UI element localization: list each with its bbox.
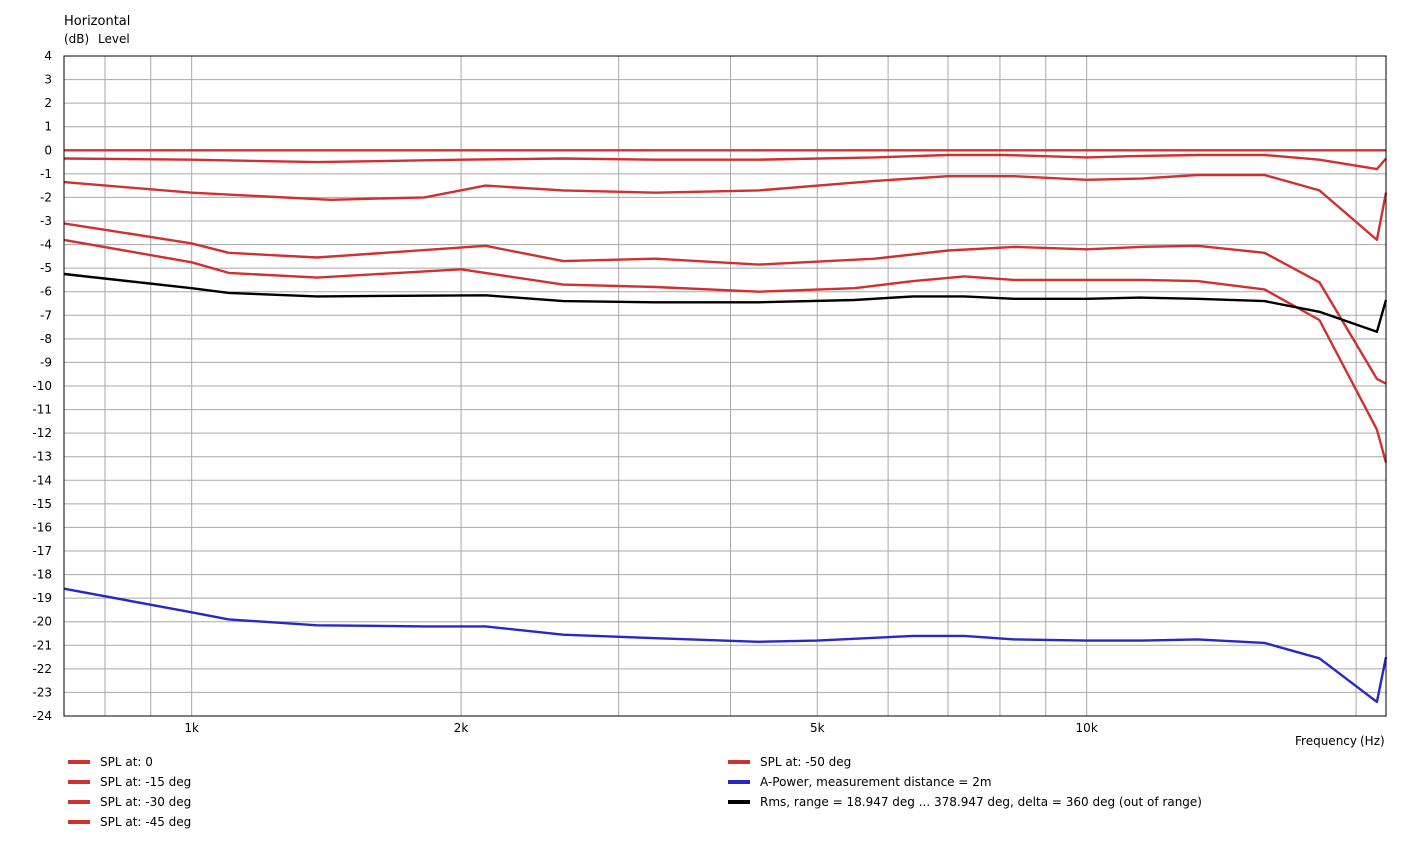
x-axis-unit: (Hz) (1360, 734, 1385, 748)
y-tick-label: -19 (32, 591, 52, 605)
x-tick-labels: 1k 2k 5k 10k (184, 721, 1097, 735)
legend-label: SPL at: -50 deg (760, 755, 851, 769)
series-line-1 (63, 153, 1387, 171)
series-line-2 (63, 173, 1388, 242)
y-tick-label: -1 (40, 167, 52, 181)
y-tick-label: 1 (44, 120, 52, 134)
y-tick-labels: 4 3 2 1 0 -1 -2 -3 -4 -5 -6 -7 -8 -9 -10 -11 -12 -13 -14 -1… (32, 49, 52, 723)
x-tick-label: 5k (810, 721, 825, 735)
y-tick-label: -5 (40, 261, 52, 275)
y-tick-label: -12 (32, 426, 52, 440)
y-tick-label: -4 (40, 238, 52, 252)
y-tick-label: -18 (32, 568, 52, 582)
y-axis-label: Level (98, 32, 130, 46)
y-tick-label: -22 (32, 662, 52, 676)
y-tick-label: 2 (44, 96, 52, 110)
legend-label: SPL at: -45 deg (100, 815, 191, 829)
x-tick-label: 2k (454, 721, 469, 735)
series-line-5 (63, 587, 1388, 704)
y-tick-label: -13 (32, 450, 52, 464)
y-tick-label: -23 (32, 685, 52, 699)
y-tick-label: 0 (44, 143, 52, 157)
legend-label: Rms, range = 18.947 deg ... 378.947 deg,… (760, 795, 1202, 809)
plot-frame (63, 55, 1387, 717)
legend-label: SPL at: 0 (100, 755, 153, 769)
y-tick-label: 4 (44, 49, 52, 63)
y-tick-label: -16 (32, 520, 52, 534)
y-tick-label: -10 (32, 379, 52, 393)
y-axis-unit: (dB) (64, 32, 89, 46)
y-tick-label: -2 (40, 190, 52, 204)
x-tick-label: 10k (1076, 721, 1098, 735)
legend-label: A-Power, measurement distance = 2m (760, 775, 992, 789)
y-tick-label: -9 (40, 355, 52, 369)
legend: SPL at: 0 SPL at: -15 deg SPL at: -30 deg S… (68, 755, 1202, 829)
legend-label: SPL at: -30 deg (100, 795, 191, 809)
y-tick-label: -11 (32, 403, 52, 417)
series-line-6 (63, 272, 1388, 333)
y-tick-label: -14 (32, 473, 52, 487)
y-tick-label: -8 (40, 332, 52, 346)
chart-title: Horizontal (64, 14, 130, 29)
y-tick-label: -6 (40, 285, 52, 299)
y-tick-label: -15 (32, 497, 52, 511)
y-tick-label: -24 (32, 709, 52, 723)
y-tick-label: -3 (40, 214, 52, 228)
x-tick-label: 1k (184, 721, 199, 735)
y-tick-label: -20 (32, 615, 52, 629)
plot-series (63, 149, 1388, 704)
y-tick-label: 3 (44, 73, 52, 87)
legend-label: SPL at: -15 deg (100, 775, 191, 789)
x-axis-label: Frequency (1295, 734, 1357, 748)
y-tick-label: -21 (32, 638, 52, 652)
y-tick-label: -17 (32, 544, 52, 558)
series-line-4 (63, 238, 1388, 463)
series-line-3 (63, 222, 1387, 385)
y-tick-label: -7 (40, 308, 52, 322)
